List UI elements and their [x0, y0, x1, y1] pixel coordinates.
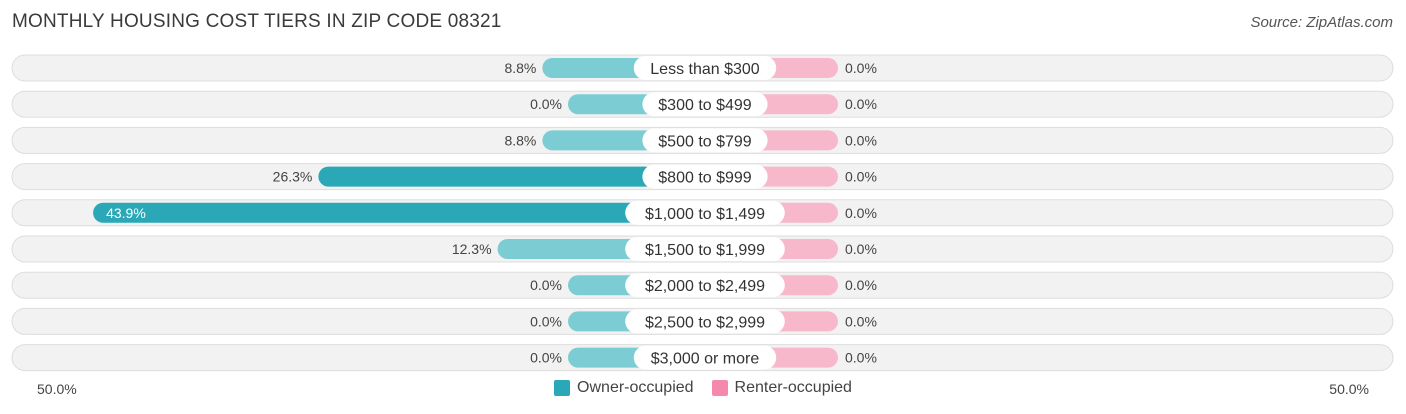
legend: Owner-occupied Renter-occupied	[0, 379, 1406, 397]
renter-value-label: 0.0%	[845, 350, 877, 366]
owner-value-label: 12.3%	[452, 241, 492, 257]
axis-left-label: 50.0%	[37, 381, 77, 397]
owner-value-label: 0.0%	[530, 313, 562, 329]
category-label-pill	[625, 200, 785, 225]
owner-value-label: 8.8%	[504, 132, 536, 148]
owner-value-label: 0.0%	[530, 350, 562, 366]
renter-value-label: 0.0%	[845, 241, 877, 257]
category-label: $800 to $999	[658, 170, 752, 187]
category-label-pill	[625, 237, 785, 261]
owner-bar	[542, 130, 655, 151]
category-label-pill	[642, 164, 768, 189]
renter-value-label: 0.0%	[845, 313, 877, 329]
owner-bar	[497, 239, 655, 259]
source-label: Source: ZipAtlas.com	[1250, 14, 1393, 31]
category-label: $500 to $799	[658, 133, 752, 150]
category-label-pill	[625, 309, 785, 334]
category-label-pill	[642, 128, 768, 153]
owner-value-label: 26.3%	[273, 169, 313, 185]
legend-swatch-owner	[554, 380, 571, 396]
category-label: Less than $300	[650, 61, 760, 78]
owner-value-label: 8.8%	[504, 60, 536, 76]
owner-bar	[93, 202, 655, 223]
owner-value-label: 0.0%	[530, 277, 562, 293]
legend-label-owner: Owner-occupied	[577, 379, 694, 396]
category-label: $3,000 or more	[651, 351, 760, 368]
legend-item-owner: Owner-occupied	[554, 379, 694, 397]
owner-value-label: 43.9%	[106, 205, 146, 221]
renter-value-label: 0.0%	[845, 132, 877, 148]
axis-right-label: 50.0%	[1329, 381, 1369, 397]
category-label-pill	[633, 345, 777, 370]
category-label: $1,500 to $1,999	[645, 242, 765, 259]
owner-value-label: 0.0%	[530, 96, 562, 112]
owner-bar	[542, 58, 655, 78]
category-label-pill	[633, 56, 777, 80]
owner-bar	[568, 94, 655, 115]
legend-item-renter: Renter-occupied	[711, 379, 852, 397]
category-label: $2,500 to $2,999	[645, 314, 765, 331]
renter-value-label: 0.0%	[845, 205, 877, 221]
renter-value-label: 0.0%	[845, 96, 877, 112]
owner-bar	[318, 166, 655, 187]
renter-value-label: 0.0%	[845, 169, 877, 185]
category-label: $2,000 to $2,499	[645, 278, 765, 295]
category-label-pill	[642, 92, 768, 117]
category-label-pill	[625, 273, 785, 298]
category-label: $300 to $499	[658, 97, 752, 114]
legend-label-renter: Renter-occupied	[734, 379, 852, 396]
category-label: $1,000 to $1,499	[645, 206, 765, 223]
renter-value-label: 0.0%	[845, 60, 877, 76]
chart-title: MONTHLY HOUSING COST TIERS IN ZIP CODE 0…	[12, 11, 502, 32]
legend-swatch-renter	[711, 380, 728, 396]
renter-value-label: 0.0%	[845, 277, 877, 293]
owner-bar	[568, 347, 655, 368]
